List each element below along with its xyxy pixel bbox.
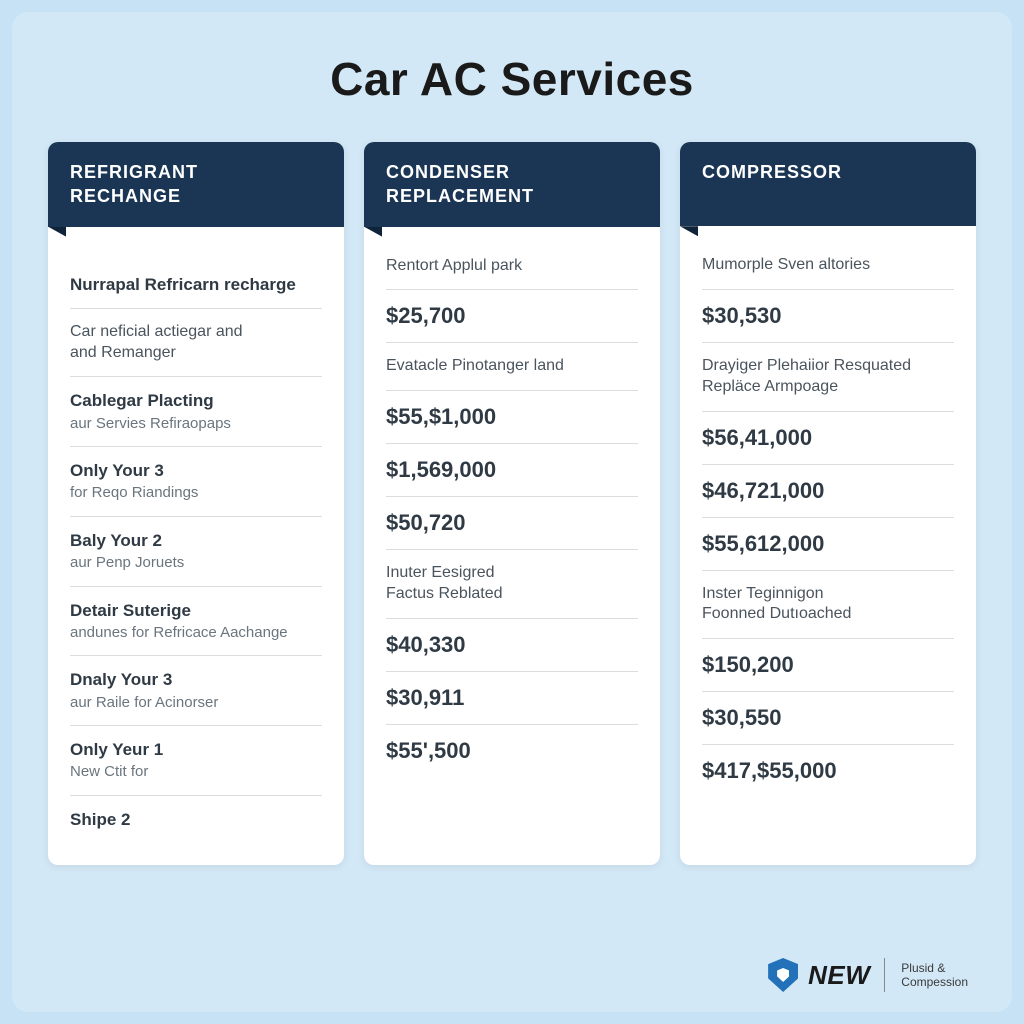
row-desc: and Remanger xyxy=(70,343,322,364)
header-line2: RECHANGE xyxy=(70,184,322,208)
table-row: $55,612,000 xyxy=(702,518,954,571)
row-label: Nurrapal Refricarn recharge xyxy=(70,274,322,295)
tagline-line2: Compession xyxy=(901,975,968,989)
column-header: REFRIGRANT RECHANGE xyxy=(48,142,344,227)
row-price: $30,911 xyxy=(386,685,638,711)
row-price: $417,$55,000 xyxy=(702,758,954,784)
row-price: $1,569,000 xyxy=(386,457,638,483)
row-label: Cablegar Placting xyxy=(70,390,322,411)
row-sub: aur Penp Joruets xyxy=(70,553,322,573)
table-row: Only Yeur 1 New Ctit for xyxy=(70,726,322,796)
table-row: $55,$1,000 xyxy=(386,391,638,444)
table-row: $55',500 xyxy=(386,725,638,777)
table-row: Inuter Eesigred Factus Reblated xyxy=(386,550,638,619)
row-desc: Inster Teginnigon xyxy=(702,584,954,605)
header-line1: REFRIGRANT xyxy=(70,160,322,184)
page: Car AC Services REFRIGRANT RECHANGE Nurr… xyxy=(12,12,1012,1012)
row-desc: Drayiger Plehaiior Resquated xyxy=(702,356,954,377)
footer: NEW Plusid & Compession xyxy=(768,958,968,992)
row-price: $25,700 xyxy=(386,303,638,329)
row-price: $30,530 xyxy=(702,303,954,329)
row-desc: Inuter Eesigred xyxy=(386,563,638,584)
column-body: Mumorple Sven altories $30,530 Drayiger … xyxy=(680,226,976,819)
table-row: $50,720 xyxy=(386,497,638,550)
brand-logo: NEW xyxy=(808,960,870,991)
spacer xyxy=(70,243,322,261)
table-row: $46,721,000 xyxy=(702,465,954,518)
row-desc: Evatacle Pinotanger land xyxy=(386,356,638,377)
row-price: $56,41,000 xyxy=(702,425,954,451)
row-label: Dnaly Your 3 xyxy=(70,669,322,690)
row-desc: Rentort Applul park xyxy=(386,256,638,277)
row-price: $55,$1,000 xyxy=(386,404,638,430)
row-price: $46,721,000 xyxy=(702,478,954,504)
table-row: Nurrapal Refricarn recharge xyxy=(70,261,322,309)
table-row: Cablegar Placting aur Servies Refiraopap… xyxy=(70,377,322,447)
header-line1: CONDENSER xyxy=(386,160,638,184)
table-row: $1,569,000 xyxy=(386,444,638,497)
table-row: $30,911 xyxy=(386,672,638,725)
table-row: $30,530 xyxy=(702,290,954,343)
row-sub: New Ctit for xyxy=(70,762,322,782)
tagline: Plusid & Compession xyxy=(901,961,968,990)
row-desc: Factus Reblated xyxy=(386,584,638,605)
table-row: $40,330 xyxy=(386,619,638,672)
column-compressor: COMPRESSOR Mumorple Sven altories $30,53… xyxy=(680,142,976,865)
tagline-line1: Plusid & xyxy=(901,961,968,975)
table-row: Only Your 3 for Reqo Riandings xyxy=(70,447,322,517)
row-price: $40,330 xyxy=(386,632,638,658)
row-label: Detair Suterige xyxy=(70,600,322,621)
row-price: $55',500 xyxy=(386,738,638,764)
table-row: Drayiger Plehaiior Resquated Repläce Arm… xyxy=(702,343,954,412)
column-condenser: CONDENSER REPLACEMENT Rentort Applul par… xyxy=(364,142,660,865)
row-desc: Mumorple Sven altories xyxy=(702,255,954,276)
table-row: $417,$55,000 xyxy=(702,745,954,797)
row-sub: for Reqo Riandings xyxy=(70,483,322,503)
table-row: $56,41,000 xyxy=(702,412,954,465)
row-sub: andunes for Refricace Aachange xyxy=(70,623,322,643)
column-body: Rentort Applul park $25,700 Evatacle Pin… xyxy=(364,227,660,799)
row-sub: aur Servies Refiraopaps xyxy=(70,414,322,434)
row-label: Only Your 3 xyxy=(70,460,322,481)
table-row: Inster Teginnigon Foonned Dutıoached xyxy=(702,571,954,640)
table-row: $150,200 xyxy=(702,639,954,692)
row-label: Only Yeur 1 xyxy=(70,739,322,760)
table-row: Mumorple Sven altories xyxy=(702,242,954,290)
row-price: $150,200 xyxy=(702,652,954,678)
row-desc: Repläce Armpoage xyxy=(702,377,954,398)
row-label: Shipe 2 xyxy=(70,809,322,830)
divider xyxy=(884,958,885,992)
table-row: Dnaly Your 3 aur Raile for Acinorser xyxy=(70,656,322,726)
pricing-columns: REFRIGRANT RECHANGE Nurrapal Refricarn r… xyxy=(48,142,976,865)
column-refrigerant: REFRIGRANT RECHANGE Nurrapal Refricarn r… xyxy=(48,142,344,865)
table-row: Shipe 2 xyxy=(70,796,322,843)
page-title: Car AC Services xyxy=(48,52,976,106)
row-sub: aur Raile for Acinorser xyxy=(70,693,322,713)
table-row: $25,700 xyxy=(386,290,638,343)
row-desc: Foonned Dutıoached xyxy=(702,604,954,625)
table-row: Car neficial actiegar and and Remanger xyxy=(70,309,322,378)
row-desc: Car neficial actiegar and xyxy=(70,322,322,343)
table-row: Rentort Applul park xyxy=(386,243,638,291)
table-row: Baly Your 2 aur Penp Joruets xyxy=(70,517,322,587)
column-header: CONDENSER REPLACEMENT xyxy=(364,142,660,227)
row-price: $50,720 xyxy=(386,510,638,536)
header-line2: REPLACEMENT xyxy=(386,184,638,208)
table-row: Evatacle Pinotanger land xyxy=(386,343,638,391)
table-row: Detair Suterige andunes for Refricace Aa… xyxy=(70,587,322,657)
row-label: Baly Your 2 xyxy=(70,530,322,551)
table-row: $30,550 xyxy=(702,692,954,745)
column-header: COMPRESSOR xyxy=(680,142,976,226)
shield-icon xyxy=(768,958,798,992)
header-line1: COMPRESSOR xyxy=(702,160,954,184)
row-price: $30,550 xyxy=(702,705,954,731)
column-body: Nurrapal Refricarn recharge Car neficial… xyxy=(48,227,344,866)
row-price: $55,612,000 xyxy=(702,531,954,557)
